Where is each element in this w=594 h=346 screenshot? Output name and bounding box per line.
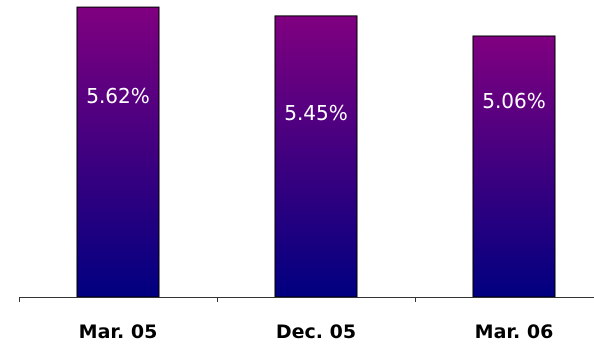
x-tick-label: Mar. 05 bbox=[79, 321, 158, 343]
x-tick-label: Dec. 05 bbox=[276, 321, 356, 343]
x-tick-label: Mar. 06 bbox=[475, 321, 554, 343]
bar-data-label: 5.06% bbox=[482, 89, 546, 113]
bar-data-label: 5.62% bbox=[86, 84, 150, 108]
bar-data-label: 5.45% bbox=[284, 101, 348, 125]
bar-3 bbox=[472, 35, 556, 298]
bar-1 bbox=[76, 6, 160, 298]
bar-2 bbox=[274, 15, 358, 298]
x-axis bbox=[19, 297, 594, 302]
labels-layer: Mar. 05 5.62% Dec. 05 5.45% Mar. 06 5.06% bbox=[79, 84, 554, 343]
bars-layer bbox=[76, 6, 556, 298]
